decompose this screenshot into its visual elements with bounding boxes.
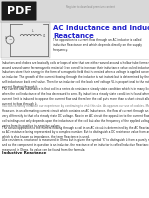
Text: Register to download premium content: Register to download premium content <box>66 5 114 9</box>
Text: PDF: PDF <box>7 6 31 16</box>
Text: Inductors store their energy in the form of a magnetic field that is created whe: Inductors store their energy in the form… <box>2 70 149 89</box>
Text: You can certainly enhance our experience by continuing to visit this site. As ap: You can certainly enhance our experience… <box>2 104 149 108</box>
Text: However, in an alternating current circuit which contains an AC Inductance, the : However, in an alternating current circu… <box>2 109 149 128</box>
Text: L: L <box>32 29 34 33</box>
Text: The opposition to current flow through an AC inductor is called
inductive Reacta: The opposition to current flow through a… <box>53 38 142 52</box>
Text: Inductors and chokes are basically coils or loops of wire that are either wound : Inductors and chokes are basically coils… <box>2 61 149 70</box>
Text: Like resistance, reactance is measured in Ohms but is given the symbol 'X' to di: Like resistance, reactance is measured i… <box>2 138 149 152</box>
FancyBboxPatch shape <box>1 2 37 21</box>
Text: Vs: Vs <box>5 36 8 40</box>
Text: Inductive Reactance: Inductive Reactance <box>2 151 46 155</box>
Text: VL: VL <box>44 34 46 38</box>
Text: AC Inductance and Inductive
Reactance: AC Inductance and Inductive Reactance <box>53 25 149 38</box>
Text: The actual opposition to the current flowing through a coil in an AC circuit is : The actual opposition to the current flo… <box>2 126 149 139</box>
Text: The current and inductance is that coil in a series dc resistance steady state c: The current and inductance is that coil … <box>2 87 149 106</box>
Text: ~: ~ <box>8 38 12 42</box>
Bar <box>0 0 149 22</box>
Bar <box>1 22 50 58</box>
